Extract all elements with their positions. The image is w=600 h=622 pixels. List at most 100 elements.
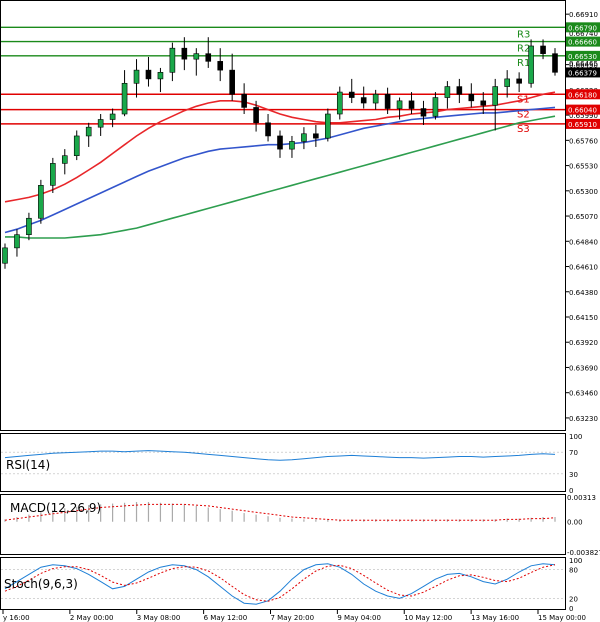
candle-down xyxy=(265,122,271,137)
level-price-box xyxy=(566,22,600,33)
rsi-tick-label: 30 xyxy=(569,471,578,479)
level-price-label: 0.66180 xyxy=(568,91,597,99)
stoch-tick-label: 20 xyxy=(569,595,578,603)
price-tick-label: 0.65530 xyxy=(569,163,598,171)
candle-down xyxy=(241,93,247,108)
candle-up xyxy=(61,155,68,164)
stoch-tick-label: 100 xyxy=(569,557,582,565)
price-tick-label: 0.65760 xyxy=(569,137,598,145)
candle-up xyxy=(336,91,343,115)
level-label: R2 xyxy=(517,44,530,55)
candle-down xyxy=(205,53,212,62)
current-price-box xyxy=(566,67,600,78)
candle-down xyxy=(145,69,152,80)
price-tick-label: 0.66910 xyxy=(569,11,598,19)
candle-down xyxy=(277,135,283,150)
macd-pane-frame xyxy=(0,494,566,555)
candle-up xyxy=(2,247,8,264)
candle-up xyxy=(73,135,80,157)
stoch-label: Stoch(9,6,3) xyxy=(4,577,78,591)
candle-down xyxy=(540,45,546,54)
candle-up xyxy=(121,82,128,115)
candle-down xyxy=(313,133,319,139)
price-tick-label: 0.64150 xyxy=(569,314,598,322)
price-tick-label: 0.63230 xyxy=(569,415,598,423)
ma-line-green xyxy=(5,115,556,239)
level-price-label: 0.66790 xyxy=(568,24,597,32)
candle-down xyxy=(348,91,355,98)
current-price-label: 0.66379 xyxy=(568,69,597,77)
candle-down xyxy=(480,100,487,106)
candle-up xyxy=(169,47,176,73)
rsi-tick-label: 100 xyxy=(569,433,582,441)
macd-tick-label: 0.00 xyxy=(567,519,583,527)
stoch-pane-frame xyxy=(0,557,566,610)
candle-down xyxy=(217,61,224,71)
candle-down xyxy=(408,100,415,109)
rsi-line xyxy=(4,450,556,461)
time-tick-label: 15 May 00:00 xyxy=(538,614,586,622)
level-price-box xyxy=(566,50,600,61)
candle-up xyxy=(133,69,140,84)
level-price-box xyxy=(566,36,600,47)
stoch-main-line xyxy=(4,563,556,605)
candle-up xyxy=(50,163,56,186)
candle-down xyxy=(516,78,522,84)
candle-up xyxy=(325,113,331,139)
candle-up xyxy=(109,113,116,120)
time-axis: y 16:00 2 May 00:00 3 May 08:00 6 May 12:00… xyxy=(2,610,586,622)
level-label: R1 xyxy=(517,58,530,69)
level-label: S2 xyxy=(517,110,530,121)
candle-down xyxy=(229,69,235,95)
time-tick-label: 7 May 20:00 xyxy=(271,614,315,622)
stoch-tick-label: 0 xyxy=(569,605,573,613)
candle-up xyxy=(193,53,200,60)
time-tick-label: 13 May 16:00 xyxy=(471,614,519,622)
candle-up xyxy=(157,72,164,80)
candle-down xyxy=(181,47,188,60)
time-tick-label: 10 May 12:00 xyxy=(404,614,452,622)
rsi-tick-label: 0 xyxy=(569,487,573,495)
time-tick-label: 6 May 12:00 xyxy=(204,614,248,622)
candle-up xyxy=(396,100,403,109)
level-price-label: 0.66530 xyxy=(568,53,597,61)
candle-up xyxy=(492,86,499,106)
candle-down xyxy=(468,93,475,102)
candle-up xyxy=(444,86,451,98)
level-label: S3 xyxy=(517,124,530,135)
rsi-pane: 100 70 30 0 xyxy=(1,433,582,495)
price-tick-label: 0.66450 xyxy=(569,62,598,70)
rsi-tick-label: 70 xyxy=(569,449,578,457)
price-tick-label: 0.64380 xyxy=(569,289,598,297)
candle-down xyxy=(456,86,463,95)
macd-signal-line xyxy=(4,503,556,521)
price-extra-label: 0.66465 xyxy=(569,60,598,68)
candle-down xyxy=(552,53,558,73)
macd-tick-label: 0.00313 xyxy=(567,494,596,502)
candle-up xyxy=(38,185,44,219)
candle-up xyxy=(372,93,379,104)
macd-pane: 0.00313 0.00 -0.003827 xyxy=(4,494,600,557)
stochastic-pane: 100 80 20 0 xyxy=(1,557,582,613)
candle-up xyxy=(504,78,510,87)
price-tick-label: 0.63460 xyxy=(569,390,598,398)
candle-down xyxy=(360,97,367,104)
time-tick-label: y 16:00 xyxy=(3,614,30,622)
main-pane-frame xyxy=(0,0,566,431)
level-price-box xyxy=(566,118,600,129)
price-extra-label: 0.66740 xyxy=(569,30,598,38)
level-price-label: 0.66660 xyxy=(568,39,597,47)
macd-tick-label: -0.003827 xyxy=(567,549,600,557)
price-tick-label: 0.63690 xyxy=(569,364,598,372)
macd-label: MACD(12,26,9) xyxy=(10,501,101,515)
price-tick-label: 0.64610 xyxy=(569,264,598,272)
candle-down xyxy=(420,108,427,117)
candle-up xyxy=(528,45,534,84)
candle-up xyxy=(432,97,439,117)
candle-down xyxy=(384,93,391,109)
time-tick-label: 3 May 08:00 xyxy=(137,614,181,622)
level-price-box xyxy=(566,89,600,100)
level-price-label: 0.66040 xyxy=(568,107,597,115)
level-price-box xyxy=(566,104,600,115)
